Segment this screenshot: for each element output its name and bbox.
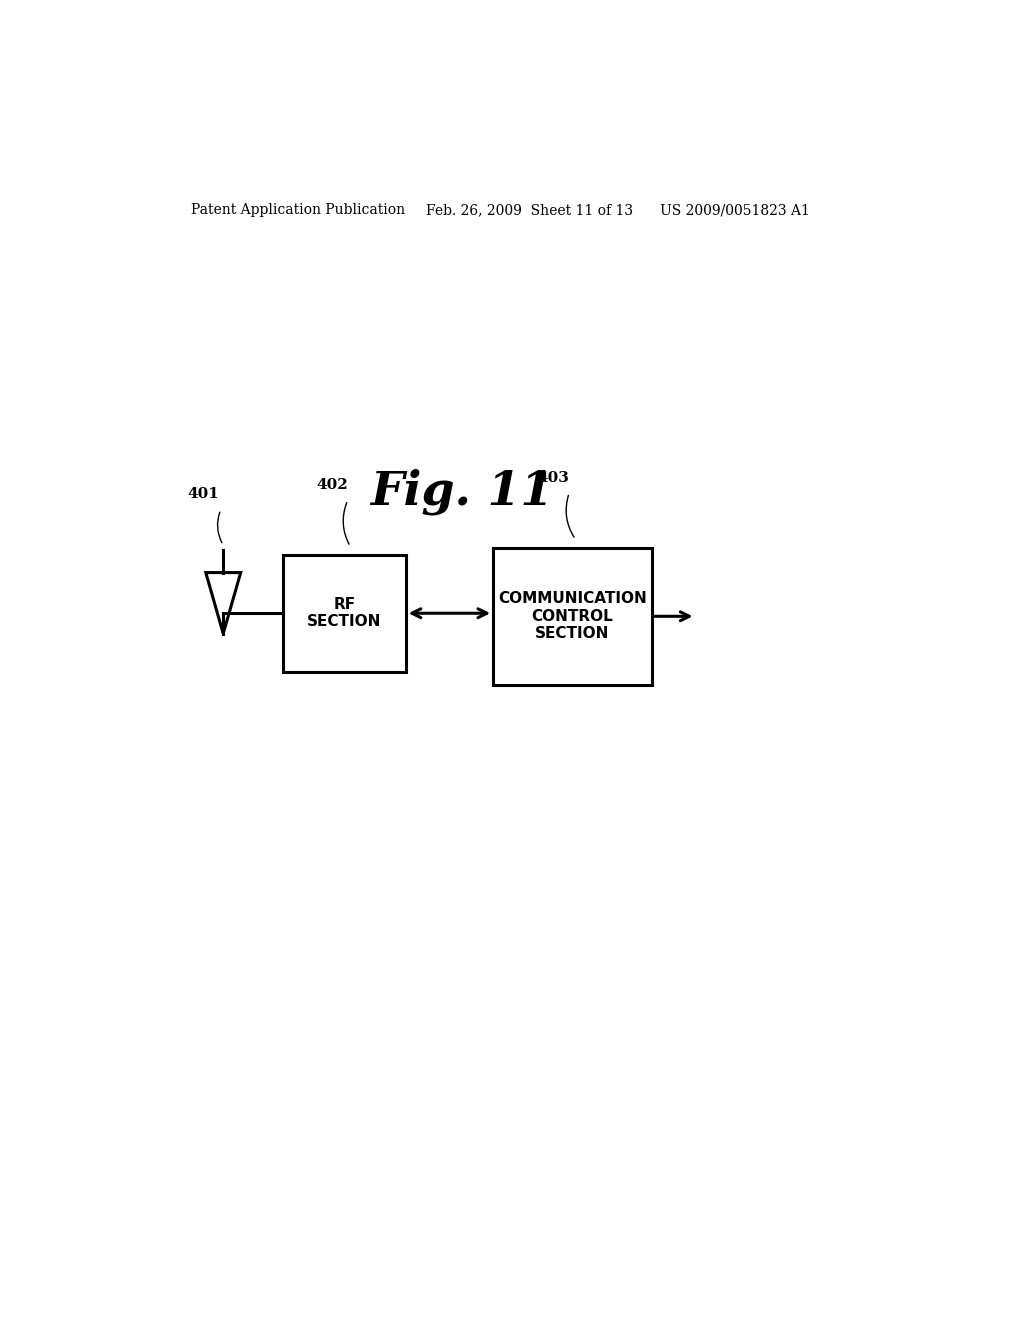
Text: RF
SECTION: RF SECTION — [307, 597, 382, 630]
Text: US 2009/0051823 A1: US 2009/0051823 A1 — [659, 203, 810, 216]
Polygon shape — [206, 573, 241, 634]
Text: 401: 401 — [187, 487, 219, 502]
Text: COMMUNICATION
CONTROL
SECTION: COMMUNICATION CONTROL SECTION — [498, 591, 647, 642]
Text: Feb. 26, 2009  Sheet 11 of 13: Feb. 26, 2009 Sheet 11 of 13 — [426, 203, 633, 216]
Text: 403: 403 — [538, 471, 569, 484]
Text: 402: 402 — [316, 478, 348, 492]
Bar — [283, 554, 406, 672]
Text: Patent Application Publication: Patent Application Publication — [191, 203, 406, 216]
Text: Fig. 11: Fig. 11 — [370, 469, 553, 515]
Bar — [494, 548, 652, 685]
